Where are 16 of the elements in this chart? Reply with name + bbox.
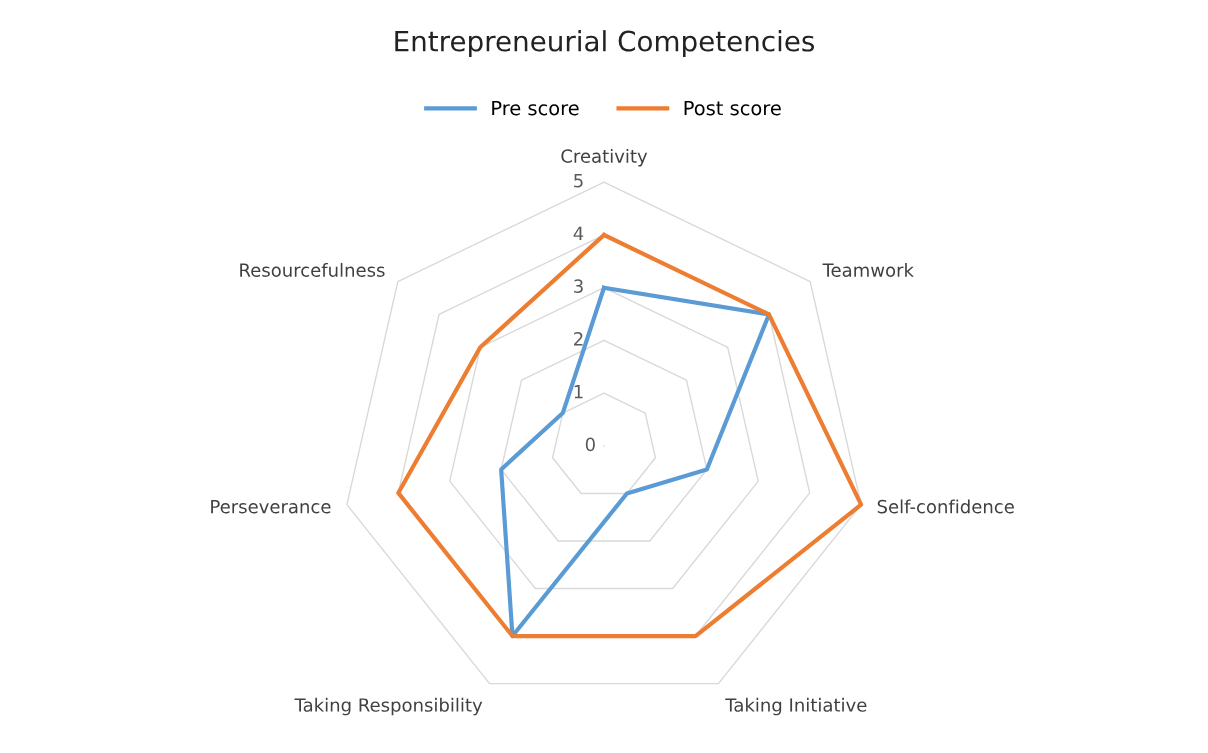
spoke-label: Taking Initiative <box>725 697 867 716</box>
y-tick-label: 4 <box>573 226 584 240</box>
chart-title: Entrepreneurial Competencies <box>395 30 815 57</box>
y-tick-label: 3 <box>574 279 583 293</box>
legend-label: Post score <box>684 100 781 116</box>
spoke-label: Resourcefulness <box>240 262 385 277</box>
legend-label: Pre score <box>492 100 579 116</box>
spoke-label: Teamwork <box>822 262 914 277</box>
y-tick-label: 2 <box>574 332 583 346</box>
y-tick-label: 0 <box>585 437 595 452</box>
y-tick-label: 5 <box>574 174 583 188</box>
spoke-label: Creativity <box>561 148 648 167</box>
spoke-label: Self-confidence <box>877 499 1014 514</box>
spoke-label: Taking Responsibility <box>294 697 483 716</box>
y-tick-label: 1 <box>574 385 583 399</box>
spoke-label: Perseverance <box>211 499 331 514</box>
